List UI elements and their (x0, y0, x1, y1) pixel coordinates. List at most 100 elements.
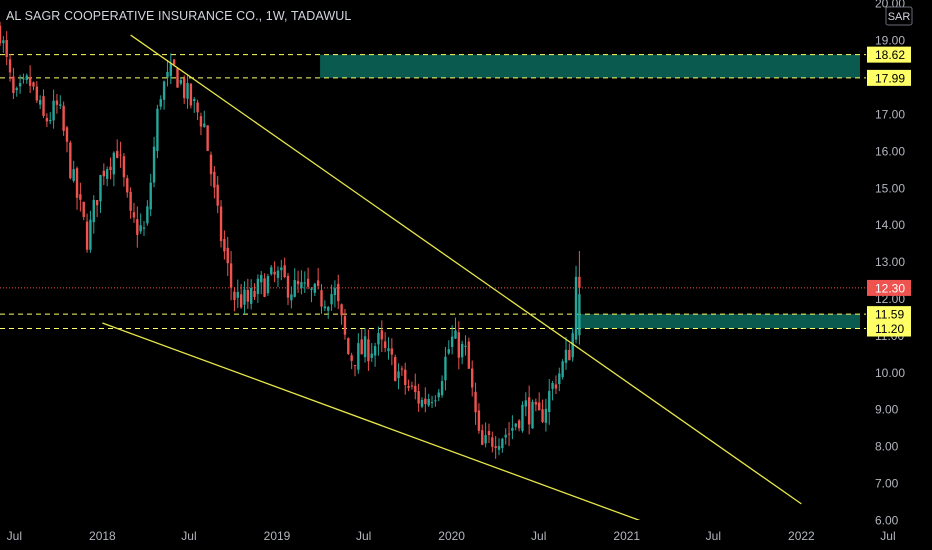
candle-122 (404, 362, 407, 395)
candle-body (156, 108, 159, 152)
candle-70 (229, 250, 233, 301)
candle-body (0, 25, 2, 44)
candle-body (340, 304, 343, 316)
candle-body (22, 78, 25, 80)
candle-body (142, 227, 146, 229)
candle-body (199, 116, 203, 127)
candle-body (263, 278, 266, 297)
candle-body (467, 341, 471, 369)
candle-body (12, 76, 15, 93)
candle-body (182, 78, 186, 99)
x-tick-label: 2022 (788, 529, 815, 543)
candle-1 (0, 21, 2, 47)
candle-body (193, 99, 196, 101)
candle-57 (186, 74, 189, 109)
candle-117 (387, 337, 390, 360)
candle-body (377, 333, 380, 345)
candle-body (538, 402, 541, 411)
candle-body (45, 117, 49, 122)
candle-body (507, 433, 511, 435)
price-tag-label: 18.62 (875, 48, 905, 62)
candle-71 (233, 287, 236, 312)
candle-body (337, 283, 340, 302)
candle-body (89, 219, 92, 250)
candle-87 (286, 273, 290, 306)
candle-68 (223, 230, 226, 260)
candle-body (420, 399, 424, 407)
candle-body (474, 391, 477, 413)
candle-155 (514, 423, 517, 431)
candle-78 (256, 274, 260, 303)
candle-body (65, 127, 69, 142)
currency-badge-box (885, 6, 913, 26)
candle-105 (347, 337, 350, 355)
candle-132 (437, 388, 440, 402)
candle-10 (28, 65, 32, 94)
candle-5 (12, 67, 15, 99)
candle-body (176, 68, 179, 88)
candle-60 (196, 99, 199, 121)
candle-15 (45, 113, 49, 127)
candle-17 (52, 89, 55, 129)
candle-body (424, 398, 427, 405)
candle-body (236, 291, 239, 298)
candle-body (203, 123, 206, 127)
candle-7 (18, 74, 22, 94)
candle-body (136, 219, 139, 235)
candle-body (578, 276, 581, 288)
candle-31 (99, 174, 102, 213)
candle-102 (337, 274, 340, 310)
candles (0, 21, 581, 459)
candle-body (534, 402, 538, 405)
x-axis: Jul 2018 Jul 2019 Jul 2020 Jul 2021 Jul 2022 Jul (7, 529, 896, 543)
candle-body (95, 200, 99, 206)
candle-121 (400, 365, 404, 376)
candle-body (256, 278, 260, 295)
candle-body (514, 423, 517, 427)
currency-badge-label: SAR (888, 11, 911, 23)
candle-body (447, 349, 450, 354)
candle-body (393, 357, 397, 382)
level-price-tag: 18.62 (867, 46, 911, 63)
candle-126 (417, 383, 420, 412)
candle-133 (440, 375, 444, 398)
candle-body (313, 283, 317, 293)
candle-body (2, 40, 5, 44)
candle-body (471, 368, 474, 388)
candle-body (400, 368, 404, 370)
candle-110 (363, 327, 367, 363)
candle-176 (574, 265, 578, 344)
candle-body (430, 402, 434, 404)
candle-103 (340, 303, 343, 325)
candle-30 (95, 200, 99, 218)
candle-83 (273, 261, 276, 283)
candle-97 (320, 284, 323, 314)
candle-body (370, 353, 373, 358)
candle-3 (5, 31, 8, 66)
candle-body (129, 191, 132, 211)
candle-75 (246, 278, 250, 309)
candle-body (310, 288, 313, 290)
candle-42 (136, 206, 139, 248)
candle-59 (193, 97, 196, 113)
candle-41 (132, 202, 136, 223)
candle-body (85, 221, 89, 250)
candle-body (69, 142, 72, 179)
last-price-tag: 12.30 (867, 279, 911, 296)
candle-body (116, 150, 119, 158)
candle-body (179, 80, 183, 84)
candle-body (209, 154, 213, 175)
level-price-tag: 11.59 (867, 306, 911, 323)
y-tick-label: 19.00 (875, 34, 905, 48)
candle-body (357, 343, 360, 370)
candle-body (484, 435, 487, 444)
candle-body (517, 420, 521, 429)
candle-body (323, 306, 327, 309)
candle-body (126, 178, 129, 193)
candle-45 (146, 200, 149, 226)
candle-body (243, 289, 246, 305)
candle-114 (377, 326, 380, 356)
candle-40 (129, 187, 132, 219)
